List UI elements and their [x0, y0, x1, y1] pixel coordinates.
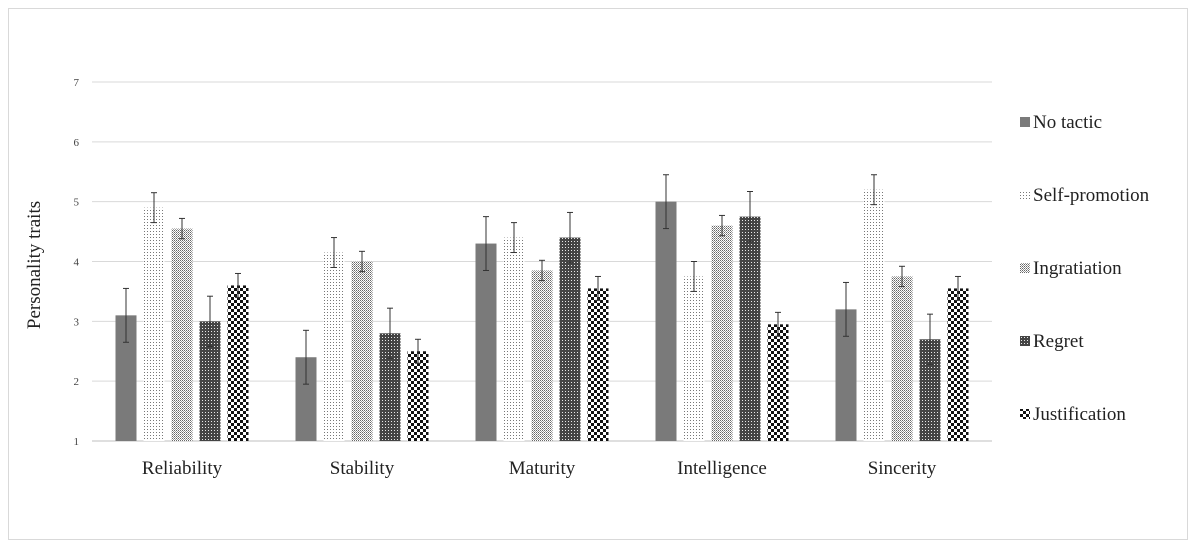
bar — [323, 252, 345, 441]
bar — [835, 309, 857, 441]
y-tick-label: 6 — [74, 137, 80, 149]
x-tick-label: Intelligence — [677, 458, 767, 479]
bar — [711, 225, 733, 441]
bar — [379, 333, 401, 441]
bar — [587, 288, 609, 441]
x-axis: Reliability Stability Maturity Intelligence… — [142, 458, 937, 479]
legend-label: Regret — [1033, 331, 1084, 352]
bar — [227, 285, 249, 441]
bar — [531, 270, 553, 441]
bar — [171, 228, 193, 441]
y-axis: 1 2 3 4 5 6 7 — [74, 77, 80, 448]
legend: No tactic Self-promotion Ingratiation Regre… — [1020, 112, 1150, 425]
bar — [143, 207, 165, 441]
y-axis-title: Personality traits — [24, 201, 45, 329]
bar — [739, 216, 761, 441]
bar — [947, 288, 969, 441]
legend-label: Ingratiation — [1033, 258, 1122, 279]
chart-frame — [8, 8, 1188, 540]
legend-swatch — [1020, 336, 1030, 346]
bar — [475, 243, 497, 441]
y-tick-label: 5 — [74, 197, 80, 209]
bar — [295, 357, 317, 441]
y-tick-label: 7 — [74, 77, 80, 89]
bar — [919, 339, 941, 441]
y-tick-label: 3 — [74, 316, 80, 328]
bar — [655, 201, 677, 441]
legend-label: No tactic — [1033, 112, 1102, 133]
x-tick-label: Reliability — [142, 458, 223, 479]
bar — [863, 189, 885, 441]
legend-label: Self-promotion — [1033, 185, 1150, 206]
bar — [407, 351, 429, 441]
bars — [115, 174, 969, 441]
bar — [503, 237, 525, 441]
bar — [115, 315, 137, 441]
y-tick-label: 2 — [74, 376, 80, 388]
bar — [683, 276, 705, 441]
y-tick-label: 1 — [74, 436, 80, 448]
bar — [559, 237, 581, 441]
y-tick-label: 4 — [74, 257, 80, 269]
legend-label: Justification — [1033, 404, 1126, 425]
x-tick-label: Maturity — [509, 458, 576, 479]
legend-swatch — [1020, 263, 1030, 273]
bar — [767, 324, 789, 441]
legend-swatch — [1020, 117, 1030, 127]
x-tick-label: Stability — [330, 458, 395, 479]
legend-swatch — [1020, 190, 1030, 200]
bar — [891, 276, 913, 441]
x-tick-label: Sincerity — [868, 458, 937, 479]
bar — [351, 261, 373, 441]
bar — [199, 321, 221, 441]
legend-swatch — [1020, 409, 1030, 419]
